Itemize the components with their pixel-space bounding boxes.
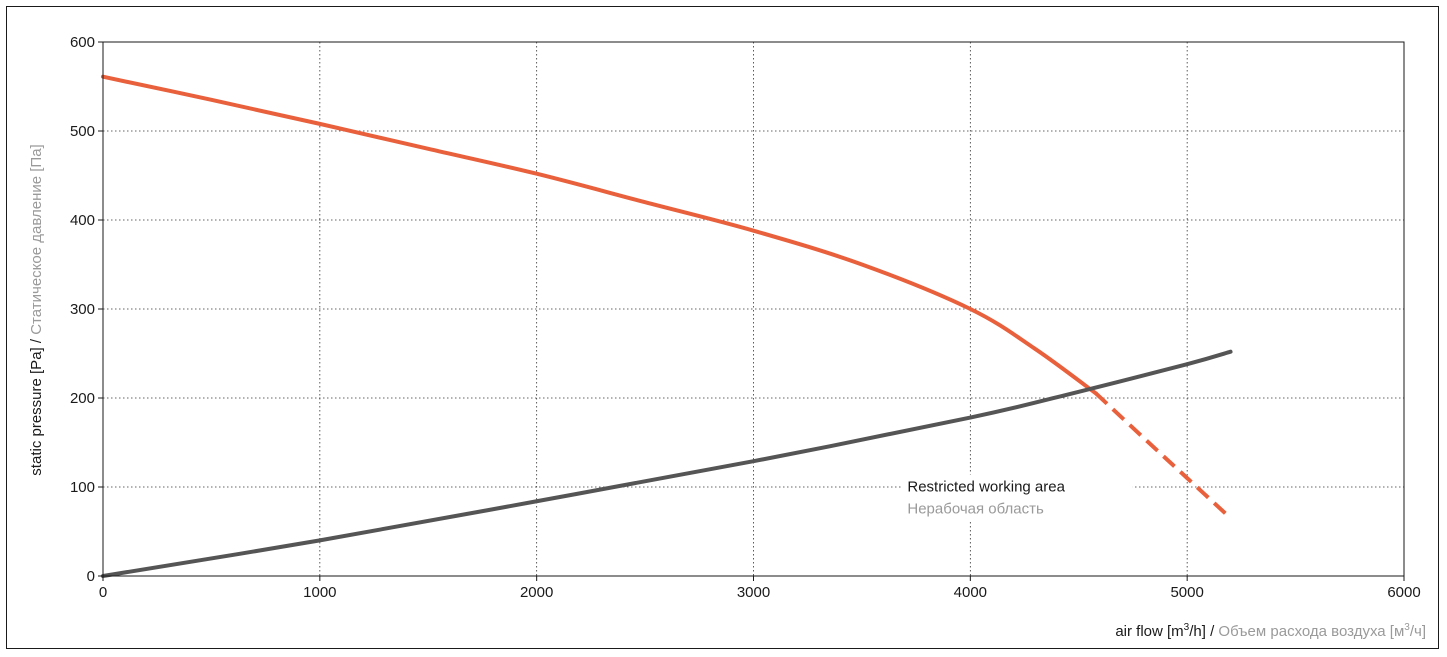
y-tick-label: 200 (70, 390, 95, 407)
series-line-3 (101, 349, 1233, 578)
x-axis-label-en-suffix: /h] (1189, 623, 1206, 640)
x-tick-label: 6000 (1387, 584, 1420, 601)
restricted-area-annotation: Restricted working area Нерабочая област… (902, 474, 1133, 522)
y-tick-label: 100 (70, 479, 95, 496)
series-group (101, 74, 1233, 578)
x-tick-label: 4000 (954, 584, 987, 601)
grid (103, 42, 1404, 576)
x-tick-label: 2000 (520, 584, 553, 601)
y-axis-label: static pressure [Pa] / Статическое давле… (28, 144, 45, 475)
annotation-en: Restricted working area (907, 478, 1065, 495)
x-axis-label-ru-sup: 3 (1404, 622, 1410, 633)
y-tick-label: 600 (70, 34, 95, 51)
y-axis-label-separator: / (28, 335, 45, 348)
series-line-1 (101, 74, 1099, 396)
chart-frame (6, 6, 1439, 649)
x-tick-label: 1000 (303, 584, 336, 601)
y-tick-label: 500 (70, 123, 95, 140)
series-line-2-dashed (1094, 392, 1232, 520)
annotation-background (902, 474, 1133, 522)
x-axis-label-en-sup: 3 (1184, 622, 1190, 633)
x-axis-label-separator: / (1206, 623, 1219, 640)
x-tick-label: 3000 (737, 584, 770, 601)
y-tick-label: 300 (70, 301, 95, 318)
x-tick-label: 0 (99, 584, 107, 601)
y-axis-label-en: static pressure [Pa] (28, 347, 45, 475)
x-axis-label-ru-suffix: /ч] (1410, 623, 1426, 640)
y-tick-label: 0 (87, 568, 95, 585)
x-axis-label: air flow [m3/h] / Объем расхода воздуха … (1115, 622, 1426, 640)
ticks: 0 1000 2000 3000 4000 5000 6000 0 100 200 300 400 50… (70, 34, 1421, 601)
x-axis-label-ru-prefix: Объем расхода воздуха [м (1218, 623, 1404, 640)
y-axis-label-ru: Статическое давление [Па] (28, 144, 45, 334)
y-tick-label: 400 (70, 212, 95, 229)
x-tick-label: 5000 (1170, 584, 1203, 601)
x-axis-label-en-prefix: air flow [m (1115, 623, 1183, 640)
annotation-ru: Нерабочая область (907, 500, 1044, 517)
